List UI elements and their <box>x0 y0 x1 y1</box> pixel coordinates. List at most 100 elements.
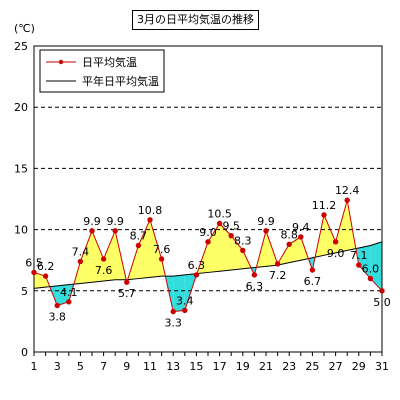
fill-above-normal <box>335 200 348 253</box>
fill-above-normal <box>80 230 92 284</box>
data-point <box>205 239 211 245</box>
x-tick-label: 21 <box>259 360 273 373</box>
data-point <box>286 241 292 247</box>
x-tick-label: 13 <box>166 360 180 373</box>
x-tick-label: 11 <box>143 360 157 373</box>
data-label: 3.8 <box>48 310 66 323</box>
fill-below-normal <box>370 241 382 291</box>
data-label: 5.0 <box>373 296 391 309</box>
data-label: 9.9 <box>257 215 275 228</box>
data-label: 8.3 <box>234 234 252 247</box>
data-point <box>31 269 37 276</box>
fill-above-normal <box>150 219 162 278</box>
data-point <box>251 272 258 278</box>
data-label: 6.0 <box>362 263 380 276</box>
data-point <box>240 247 246 254</box>
data-label: 5.7 <box>118 287 136 300</box>
data-label: 9.9 <box>106 215 124 228</box>
data-label: 6.7 <box>304 275 322 288</box>
data-label: 7.2 <box>269 269 287 282</box>
data-point <box>309 267 316 273</box>
fill-above-normal <box>103 230 116 282</box>
data-label: 8.8 <box>280 228 298 241</box>
data-point <box>135 242 142 249</box>
data-point <box>321 212 327 218</box>
x-tick-label: 17 <box>213 360 227 373</box>
data-point <box>170 308 176 315</box>
data-label: 7.4 <box>72 245 90 258</box>
data-label: 9.5 <box>222 220 240 233</box>
data-point <box>356 262 362 268</box>
data-point <box>147 217 153 223</box>
data-label: 6.5 <box>25 256 43 269</box>
data-point <box>379 288 385 294</box>
x-tick-label: 3 <box>54 360 61 373</box>
y-tick-label: 10 <box>14 224 28 237</box>
data-label: 6.3 <box>246 280 264 293</box>
x-tick-label: 9 <box>123 360 130 373</box>
fill-above-normal <box>208 223 220 273</box>
data-label: 9.4 <box>292 221 310 234</box>
data-point <box>228 233 234 239</box>
data-point <box>112 228 118 234</box>
y-tick-label: 15 <box>14 162 28 175</box>
data-label: 10.5 <box>207 207 232 220</box>
normal-temperature-line <box>33 241 383 289</box>
data-point <box>89 228 95 234</box>
data-label: 8.7 <box>130 230 148 243</box>
data-point <box>193 272 200 278</box>
fill-above-normal <box>138 219 150 279</box>
data-label: 4.1 <box>60 286 78 299</box>
data-point <box>42 273 49 279</box>
fill-above-normal <box>324 214 336 256</box>
data-label: 10.8 <box>138 204 163 217</box>
x-tick-label: 31 <box>375 360 389 373</box>
x-tick-label: 27 <box>329 360 343 373</box>
fill-above-normal <box>231 235 243 270</box>
data-point <box>77 258 84 265</box>
data-point <box>367 275 374 282</box>
data-label: 9.9 <box>83 215 101 228</box>
x-tick-label: 7 <box>100 360 107 373</box>
fill-above-normal <box>289 236 301 263</box>
data-point <box>274 261 281 267</box>
y-tick-label: 20 <box>14 101 28 114</box>
data-label: 11.2 <box>312 199 337 212</box>
data-label: 12.4 <box>335 184 360 197</box>
data-label: 7.6 <box>153 243 171 256</box>
data-label: 3.3 <box>164 317 182 330</box>
data-point <box>182 307 188 314</box>
data-label: 7.1 <box>350 249 368 262</box>
x-tick-label: 19 <box>236 360 250 373</box>
fill-above-normal <box>92 230 104 283</box>
fill-below-normal <box>173 274 185 312</box>
data-point <box>298 234 304 240</box>
data-point <box>158 256 165 262</box>
data-point <box>263 228 269 234</box>
data-point <box>54 302 60 309</box>
y-tick-label: 25 <box>14 40 28 53</box>
data-point <box>124 279 130 285</box>
data-label: 6.3 <box>188 259 206 272</box>
legend-box <box>39 49 165 93</box>
fill-above-normal <box>219 223 232 272</box>
x-tick-label: 25 <box>305 360 319 373</box>
legend-normal-label: 平年日平均気温 <box>82 74 159 88</box>
chart-title: 3月の日平均気温の推移 <box>132 10 259 30</box>
x-tick-label: 23 <box>282 360 296 373</box>
data-point <box>66 299 72 305</box>
data-label: 9.0 <box>199 226 217 239</box>
data-point <box>344 197 350 203</box>
data-label: 9.0 <box>327 247 345 260</box>
data-point <box>332 239 339 245</box>
data-label: 6.2 <box>37 260 55 273</box>
fill-below-normal <box>358 245 371 279</box>
x-tick-label: 1 <box>31 360 38 373</box>
data-label: 7.6 <box>95 264 113 277</box>
x-tick-label: 5 <box>77 360 84 373</box>
data-point <box>216 220 223 227</box>
x-tick-label: 15 <box>189 360 203 373</box>
data-label: 3.4 <box>176 294 194 307</box>
y-tick-label: 0 <box>21 346 28 359</box>
